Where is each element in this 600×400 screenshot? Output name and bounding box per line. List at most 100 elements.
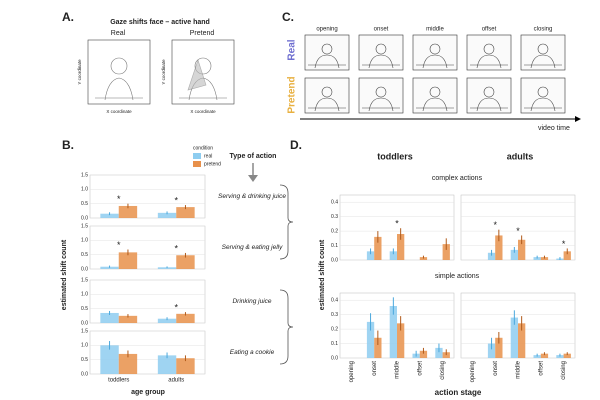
bar — [495, 235, 503, 260]
significance-mark: * — [174, 302, 178, 312]
x-tick-label: opening — [349, 361, 355, 382]
legend-swatch — [193, 161, 201, 167]
bar — [389, 251, 397, 260]
video-frame — [520, 34, 566, 71]
video-frames: opening onset middle offset closing — [304, 27, 566, 114]
column-title: toddlers — [377, 151, 413, 161]
bar — [157, 318, 177, 323]
bar — [435, 347, 443, 358]
column-title: adults — [507, 151, 534, 161]
bar — [442, 244, 450, 260]
y-tick-label: 1.5 — [81, 223, 88, 229]
bar — [366, 321, 375, 358]
significance-mark: * — [117, 240, 121, 250]
y-tick-label: 0.0 — [331, 257, 338, 263]
axis-label: estimated shift count — [319, 239, 326, 310]
arrow-head — [248, 175, 258, 182]
y-tick-label: 1.0 — [81, 238, 88, 244]
x-tick-label: toddlers — [108, 378, 129, 384]
row-title: simple actions — [435, 273, 480, 280]
bar — [176, 313, 195, 323]
axis-label: action stage — [435, 388, 482, 397]
y-tick-label: 0.0 — [81, 320, 88, 326]
y-tick-label: 0.5 — [81, 252, 88, 258]
person-body — [470, 54, 508, 69]
person-body — [524, 54, 562, 69]
bar — [100, 312, 119, 323]
plot-title: Real — [111, 30, 126, 37]
person-body — [308, 54, 346, 69]
y-tick-label: 1.5 — [81, 277, 88, 283]
video-frame — [412, 77, 458, 114]
x-tick-label: middle — [395, 360, 401, 378]
axis-label: Y coordinate — [161, 59, 166, 85]
bar — [366, 251, 375, 260]
bar — [100, 345, 119, 374]
bar — [118, 205, 138, 218]
person-head — [483, 86, 495, 98]
video-frame — [358, 34, 404, 71]
significance-mark: * — [117, 194, 121, 204]
significance-mark: * — [562, 239, 566, 249]
y-tick-label: 0.3 — [331, 312, 338, 318]
y-tick-label: 0.3 — [331, 214, 338, 220]
bar — [374, 337, 382, 358]
video-frame — [304, 34, 350, 71]
bar — [157, 355, 177, 374]
bar — [487, 252, 496, 260]
bar — [374, 236, 382, 260]
axis-label: X coordinate — [190, 109, 216, 114]
bar — [118, 252, 138, 269]
person-head — [429, 86, 441, 98]
bar — [419, 350, 428, 358]
bar — [495, 337, 503, 358]
x-tick-label: offset — [538, 361, 544, 376]
panel-letter: A. — [62, 10, 74, 24]
significance-mark: * — [174, 195, 178, 205]
y-tick-label: 0.2 — [331, 326, 338, 332]
bar — [518, 239, 526, 260]
row-label: Pretend — [287, 76, 298, 113]
video-frame — [520, 77, 566, 114]
significance-mark: * — [395, 219, 399, 229]
panel-title: Gaze shifts face – active hand — [110, 19, 210, 26]
x-tick-label: opening — [470, 361, 476, 382]
y-tick-label: 0.0 — [331, 355, 338, 361]
bar — [176, 207, 195, 218]
brace — [279, 289, 294, 365]
stage-label: middle — [426, 27, 444, 33]
y-tick-label: 0.5 — [81, 306, 88, 312]
person-body — [308, 97, 346, 112]
y-tick-label: 0.5 — [81, 201, 88, 207]
axis-label: age group — [131, 389, 165, 396]
brace — [279, 184, 294, 260]
bar — [118, 353, 138, 374]
bar — [118, 315, 138, 323]
plot-title: Pretend — [190, 30, 215, 37]
charts: B. 0.0 0.5 1.0 1.5 * * 0.0 0.5 1.0 1.5 * * 0.0 0.5 1.0 1… — [61, 138, 576, 397]
bar — [389, 306, 397, 358]
legend-label: real — [204, 153, 212, 159]
significance-mark: * — [516, 226, 520, 236]
axis-label: estimated shift count — [61, 239, 68, 310]
y-tick-label: 1.0 — [81, 343, 88, 349]
y-tick-label: 0.5 — [81, 357, 88, 363]
row-title: complex actions — [432, 175, 483, 182]
person-body — [416, 97, 454, 112]
x-tick-label: offset — [417, 361, 423, 376]
significance-mark: * — [493, 220, 497, 230]
facet-label: Serving & drinking juice — [218, 193, 286, 200]
stage-label: offset — [482, 27, 497, 33]
person-head — [321, 43, 333, 55]
y-tick-label: 0.4 — [331, 200, 338, 206]
legend-label: pretend — [204, 161, 221, 167]
bar — [510, 249, 518, 260]
person-head — [483, 43, 495, 55]
arrow-head — [575, 116, 581, 122]
y-tick-label: 1.5 — [81, 328, 88, 334]
stage-label: closing — [534, 27, 553, 33]
person-body — [362, 97, 400, 112]
person-head — [429, 43, 441, 55]
bar — [487, 343, 496, 358]
panel-letter: D. — [290, 138, 302, 152]
